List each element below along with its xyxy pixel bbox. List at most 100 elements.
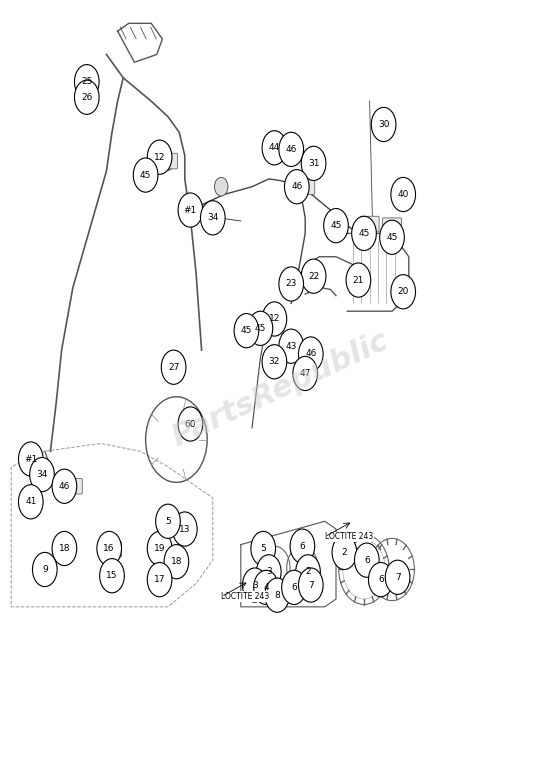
Text: 20: 20 bbox=[398, 287, 409, 296]
Text: 6: 6 bbox=[300, 541, 305, 551]
Circle shape bbox=[324, 209, 348, 243]
Text: 12: 12 bbox=[269, 314, 280, 324]
Text: 22: 22 bbox=[308, 272, 319, 281]
Circle shape bbox=[301, 259, 326, 293]
Circle shape bbox=[354, 543, 379, 577]
Text: 9: 9 bbox=[42, 565, 48, 574]
Text: 5: 5 bbox=[165, 517, 171, 526]
Circle shape bbox=[371, 107, 396, 142]
Text: 45: 45 bbox=[330, 221, 342, 230]
Text: 26: 26 bbox=[81, 93, 92, 102]
Text: 5: 5 bbox=[260, 544, 266, 553]
Text: 45: 45 bbox=[140, 170, 151, 180]
Circle shape bbox=[296, 555, 320, 589]
Circle shape bbox=[100, 559, 124, 593]
Circle shape bbox=[262, 317, 276, 336]
Circle shape bbox=[200, 201, 225, 235]
Text: 32: 32 bbox=[269, 357, 280, 366]
Text: 13: 13 bbox=[179, 524, 190, 534]
Circle shape bbox=[262, 302, 287, 336]
Circle shape bbox=[164, 545, 189, 579]
Text: 4: 4 bbox=[263, 583, 269, 592]
Circle shape bbox=[332, 535, 357, 569]
Circle shape bbox=[254, 570, 278, 605]
Text: 60: 60 bbox=[185, 419, 196, 429]
Circle shape bbox=[262, 345, 287, 379]
Text: 21: 21 bbox=[353, 275, 364, 285]
Text: 18: 18 bbox=[171, 557, 182, 566]
Circle shape bbox=[380, 220, 404, 254]
FancyBboxPatch shape bbox=[63, 478, 82, 494]
Circle shape bbox=[178, 193, 203, 227]
Circle shape bbox=[352, 216, 376, 251]
Text: 3: 3 bbox=[252, 580, 258, 590]
Text: 43: 43 bbox=[286, 342, 297, 351]
Circle shape bbox=[290, 529, 315, 563]
Circle shape bbox=[391, 177, 416, 212]
Text: 17: 17 bbox=[154, 575, 165, 584]
Text: 3: 3 bbox=[266, 567, 272, 576]
Text: 45: 45 bbox=[358, 229, 370, 238]
Text: 34: 34 bbox=[207, 213, 218, 223]
Circle shape bbox=[385, 560, 410, 594]
Circle shape bbox=[234, 314, 259, 348]
Circle shape bbox=[74, 80, 99, 114]
FancyBboxPatch shape bbox=[382, 218, 402, 233]
Text: 6: 6 bbox=[364, 555, 370, 565]
Text: 40: 40 bbox=[398, 190, 409, 199]
Text: 46: 46 bbox=[59, 482, 70, 491]
Text: 46: 46 bbox=[305, 349, 316, 359]
Circle shape bbox=[279, 132, 304, 166]
Text: 44: 44 bbox=[269, 143, 280, 152]
Text: 45: 45 bbox=[241, 326, 252, 335]
Circle shape bbox=[161, 350, 186, 384]
Circle shape bbox=[172, 512, 197, 546]
Circle shape bbox=[147, 531, 172, 566]
FancyBboxPatch shape bbox=[158, 153, 178, 169]
Text: 45: 45 bbox=[255, 324, 266, 333]
Text: 46: 46 bbox=[291, 182, 302, 191]
Circle shape bbox=[147, 562, 172, 597]
Circle shape bbox=[296, 177, 309, 196]
FancyBboxPatch shape bbox=[326, 214, 346, 230]
Text: 6: 6 bbox=[378, 575, 384, 584]
Text: 2: 2 bbox=[342, 548, 347, 557]
Text: 2: 2 bbox=[305, 567, 311, 576]
Circle shape bbox=[262, 131, 287, 165]
Text: 7: 7 bbox=[395, 573, 400, 582]
Text: 15: 15 bbox=[106, 571, 118, 580]
Circle shape bbox=[284, 170, 309, 204]
Circle shape bbox=[74, 65, 99, 99]
Circle shape bbox=[279, 267, 304, 301]
Text: 18: 18 bbox=[59, 544, 70, 553]
Circle shape bbox=[301, 146, 326, 180]
Text: 6: 6 bbox=[291, 583, 297, 592]
Text: 16: 16 bbox=[104, 544, 115, 553]
Circle shape bbox=[368, 562, 393, 597]
Circle shape bbox=[391, 275, 416, 309]
Text: 27: 27 bbox=[168, 363, 179, 372]
Circle shape bbox=[133, 158, 158, 192]
Circle shape bbox=[214, 177, 228, 196]
Text: LOCTITE 243: LOCTITE 243 bbox=[221, 592, 269, 601]
Circle shape bbox=[32, 552, 57, 587]
Text: 41: 41 bbox=[25, 497, 36, 506]
Circle shape bbox=[156, 504, 180, 538]
FancyBboxPatch shape bbox=[296, 179, 315, 194]
Circle shape bbox=[18, 442, 43, 476]
Circle shape bbox=[298, 337, 323, 371]
Text: PartsRepublic: PartsRepublic bbox=[167, 326, 393, 452]
Text: 25: 25 bbox=[81, 77, 92, 86]
Text: 23: 23 bbox=[286, 279, 297, 289]
Circle shape bbox=[298, 568, 323, 602]
Text: 31: 31 bbox=[308, 159, 319, 168]
Circle shape bbox=[147, 140, 172, 174]
Circle shape bbox=[52, 531, 77, 566]
Circle shape bbox=[265, 578, 290, 612]
Circle shape bbox=[242, 568, 267, 602]
Circle shape bbox=[293, 356, 318, 391]
Text: 8: 8 bbox=[274, 591, 280, 600]
Circle shape bbox=[52, 469, 77, 503]
Text: 7: 7 bbox=[308, 580, 314, 590]
Circle shape bbox=[256, 555, 281, 589]
